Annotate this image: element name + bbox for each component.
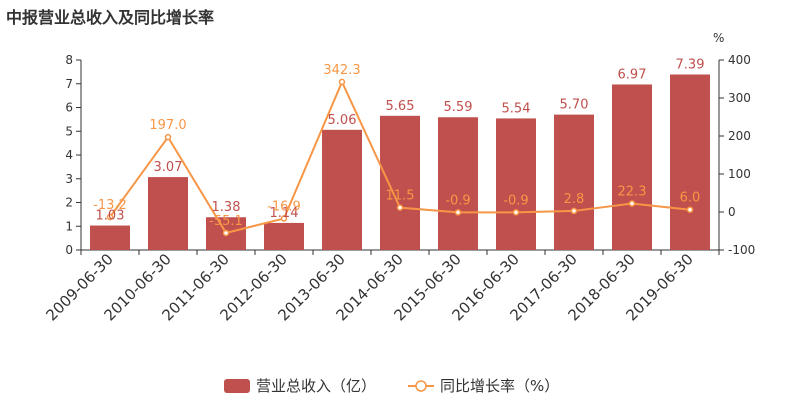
growth-point [686,206,694,213]
growth-data-label: -55.1 [209,214,243,229]
y-left-tick-label: 8 [65,53,73,67]
y-right-tick-label: 400 [728,53,751,67]
revenue-data-label: 1.14 [270,206,299,221]
revenue-data-label: 1.03 [96,209,125,224]
y-right-tick-label: -100 [728,243,755,257]
revenue-bar [496,118,536,250]
growth-point [396,204,404,211]
y-right-tick-label: 0 [728,205,736,219]
revenue-data-label: 5.06 [328,113,357,128]
revenue-bar [264,222,304,250]
revenue-data-label: 6.97 [618,67,647,82]
y-left-tick-label: 4 [65,148,73,162]
y-right-tick-label: 100 [728,167,751,181]
y-left-tick-label: 3 [65,172,73,186]
growth-data-label: 11.5 [386,189,415,204]
growth-point [106,213,114,221]
legend-swatch-growth-point [415,380,427,392]
growth-point [570,207,578,215]
y-left-tick-label: 6 [65,101,73,115]
revenue-bar [90,225,130,250]
legend-label-revenue: 营业总收入（亿） [256,377,376,395]
revenue-bar [612,84,652,251]
y-left-tick-label: 7 [65,77,73,91]
y-left-tick-label: 2 [65,196,73,210]
revenue-bar [670,74,710,250]
revenue-bar [322,129,362,250]
revenue-bar [554,114,594,250]
revenue-data-label: 3.07 [154,160,183,175]
growth-point [454,209,462,216]
growth-data-label: -16.9 [267,199,301,214]
growth-data-label: 197.0 [149,118,186,133]
revenue-data-label: 5.54 [502,101,531,116]
revenue-bar [380,115,420,250]
growth-point [512,209,520,216]
y-right-tick-label: 300 [728,91,751,105]
growth-point [222,229,230,237]
growth-data-label: 2.8 [564,192,585,207]
revenue-data-label: 5.59 [444,100,473,115]
y-right-tick-label: 200 [728,129,751,143]
revenue-data-label: 5.70 [560,98,589,113]
growth-data-label: 342.3 [323,63,360,78]
legend-label-growth: 同比增长率（%） [440,377,559,395]
y-left-tick-label: 0 [65,243,73,257]
growth-point [628,200,636,207]
revenue-bar [438,117,478,250]
growth-point [338,78,346,86]
y-left-tick-label: 5 [65,124,73,138]
growth-point [164,133,172,141]
growth-data-label: 22.3 [618,185,647,200]
revenue-data-label: 5.65 [386,99,415,114]
legend-swatch-revenue [224,379,250,393]
y-left-tick-label: 1 [65,219,73,233]
revenue-bar [148,177,188,250]
growth-data-label: -0.9 [503,193,528,208]
revenue-data-label: 1.38 [212,200,241,215]
chart-title: 中报营业总收入及同比增长率 [6,8,215,27]
revenue-data-label: 7.39 [676,57,705,72]
growth-point [280,215,288,222]
growth-data-label: 6.0 [680,191,701,206]
growth-data-label: -13.2 [93,198,127,213]
y-right-unit-label: % [713,31,724,45]
growth-data-label: -0.9 [445,193,470,208]
